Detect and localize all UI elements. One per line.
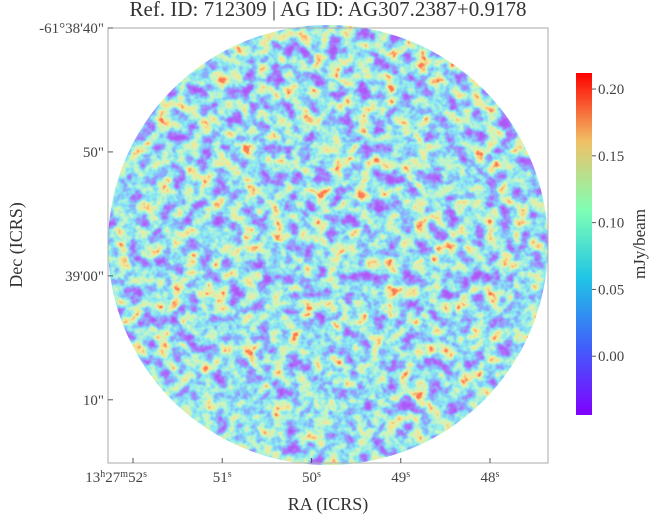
x-tick-label: 50s xyxy=(302,469,321,487)
colorbar-tick-label: 0.20 xyxy=(598,82,624,98)
colorbar-label: mJy/beam xyxy=(630,209,649,279)
y-tick-label: 10" xyxy=(83,393,104,409)
y-tick-label: 50" xyxy=(83,145,104,161)
x-tick-label: 13h27m52s xyxy=(85,469,147,487)
x-tick-label: 49s xyxy=(391,469,410,487)
image xyxy=(108,25,548,465)
colorbar-tick-label: 0.15 xyxy=(598,149,624,165)
y-label: Dec (ICRS) xyxy=(6,202,27,287)
x-tick-label: 48s xyxy=(481,469,500,487)
frame xyxy=(107,27,549,464)
x-tick-label: 51s xyxy=(213,469,232,487)
colorbar-tick-label: 0.10 xyxy=(598,216,624,232)
y-tick-label: -61°38'40" xyxy=(39,21,104,37)
x-label: RA (ICRS) xyxy=(288,494,369,515)
y-tick-label: 39'00" xyxy=(65,269,104,285)
colorbar-tick-label: 0.05 xyxy=(598,282,624,298)
colorbar xyxy=(576,73,592,415)
chart-title: Ref. ID: 712309 | AG ID: AG307.2387+0.91… xyxy=(130,0,527,21)
colorbar-tick-label: 0.00 xyxy=(598,349,624,365)
